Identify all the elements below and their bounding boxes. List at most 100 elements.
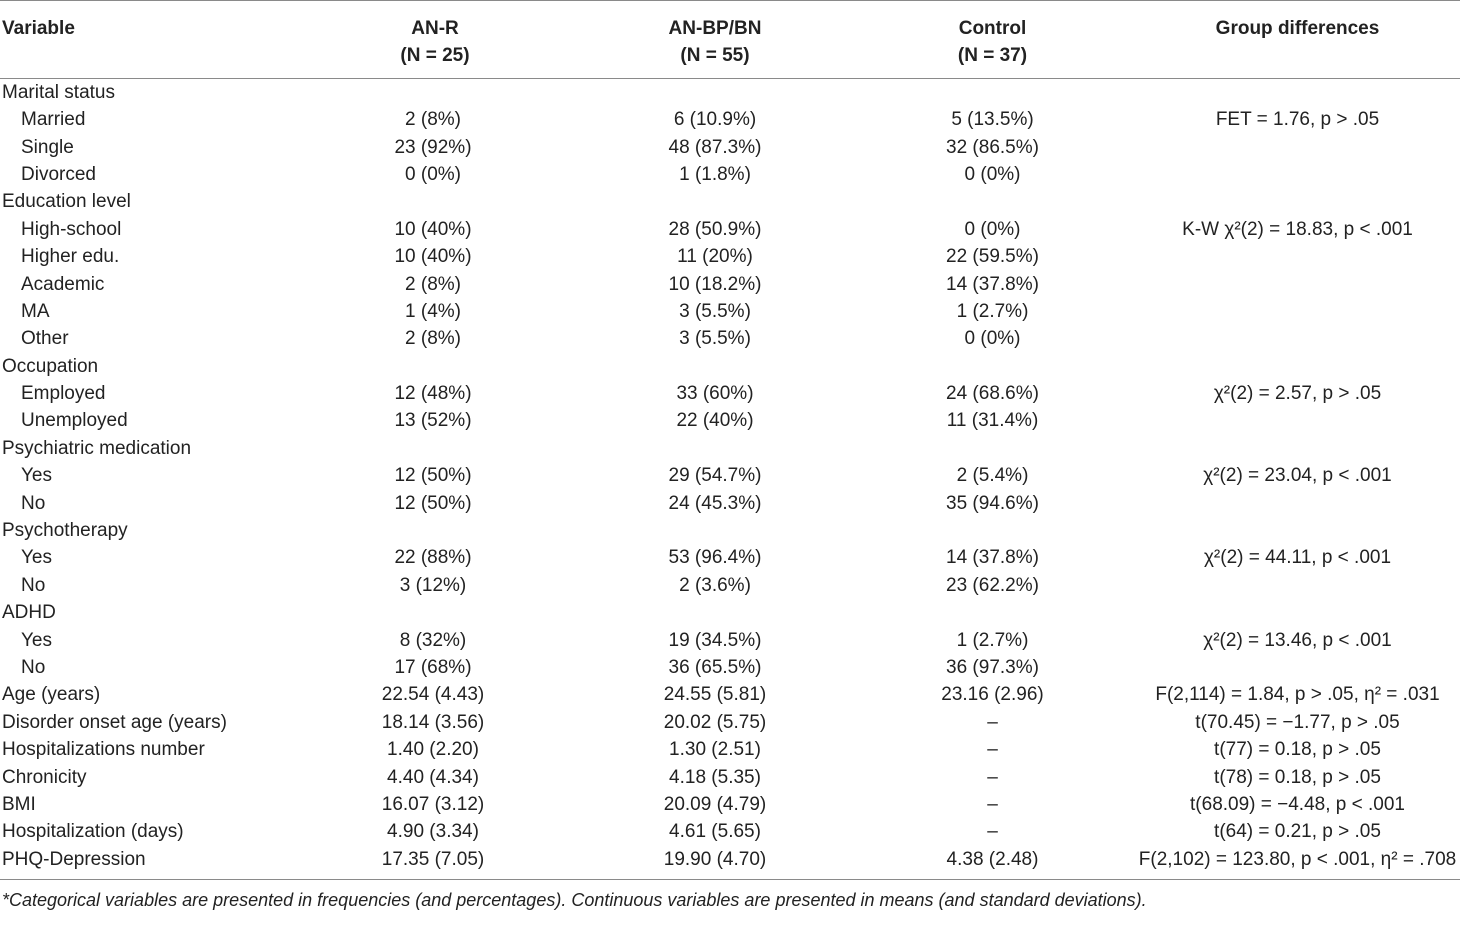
cell-anr [290, 517, 580, 544]
cell-anr [290, 353, 580, 380]
cell-group-difference [1135, 353, 1460, 380]
cell-anr: 2 (8%) [405, 328, 461, 350]
cell-anbp [580, 188, 850, 215]
header-anbp-n: (N = 55) [680, 45, 750, 66]
cell-anr: 17.35 (7.05) [381, 848, 485, 870]
cell-group-difference [1135, 517, 1460, 544]
cell-anbp: 24 (45.3%) [668, 492, 762, 514]
row-label: Divorced [21, 163, 96, 185]
table-header: Variable AN-R (N = 25) AN-BP/BN (N = 55)… [0, 0, 1460, 79]
row-label: Higher edu. [21, 246, 120, 268]
cell-control [850, 188, 1135, 215]
cell-anbp [580, 435, 850, 462]
row-label: Hospitalizations number [2, 739, 205, 761]
cell-control: 14 (37.8%) [946, 273, 1039, 295]
header-anr-name: AN-R [411, 18, 459, 39]
table-row: Single 23 (92%) 48 (87.3%) 32 (86.5%) [0, 133, 1460, 160]
table-row: High-school 10 (40%) 28 (50.9%) 0 (0%) K-W χ… [0, 216, 1460, 243]
cell-group-difference: FET = 1.76, p > .05 [1215, 109, 1380, 131]
cell-control: 32 (86.5%) [946, 136, 1039, 158]
header-anbp-name: AN-BP/BN [668, 18, 762, 39]
header-group-differences: Group differences [1135, 0, 1460, 79]
cell-control: – [987, 711, 998, 733]
cell-anr: 22.54 (4.43) [381, 684, 485, 706]
cell-control: – [987, 821, 998, 843]
table-row: Psychiatric medication [0, 435, 1460, 462]
row-label: No [21, 574, 46, 596]
cell-anbp: 4.18 (5.35) [669, 766, 761, 788]
table-row: Yes 12 (50%) 29 (54.7%) 2 (5.4%) χ²(2) = 23.… [0, 462, 1460, 489]
cell-anbp [580, 79, 850, 107]
row-label: Chronicity [2, 766, 87, 788]
cell-control: 1 (2.7%) [956, 300, 1029, 322]
cell-anbp: 22 (40%) [676, 410, 754, 432]
cell-group-difference: F(2,102) = 123.80, p < .001, η² = .708 [1138, 848, 1457, 870]
cell-anr: 10 (40%) [394, 246, 472, 268]
cell-group-difference: t(78) = 0.18, p > .05 [1214, 766, 1381, 788]
cell-control: 36 (97.3%) [946, 657, 1039, 678]
header-control-name: Control [958, 18, 1027, 39]
table-row: Hospitalizations number 1.40 (2.20) 1.30 (… [0, 736, 1460, 763]
cell-anr: 2 (8%) [405, 109, 461, 131]
header-control: Control (N = 37) [850, 0, 1135, 79]
table-row: Other 2 (8%) 3 (5.5%) 0 (0%) [0, 325, 1460, 352]
cell-control: 23.16 (2.96) [941, 684, 1044, 706]
row-label: Age (years) [2, 684, 101, 706]
table-row: Academic 2 (8%) 10 (18.2%) 14 (37.8%) [0, 270, 1460, 297]
cell-control: 22 (59.5%) [946, 246, 1039, 268]
cell-anr: 1 (4%) [405, 300, 461, 322]
cell-group-difference: χ²(2) = 44.11, p < .001 [1203, 547, 1392, 569]
header-control-n: (N = 37) [957, 45, 1028, 66]
row-label: Disorder onset age (years) [2, 711, 227, 733]
row-label: ADHD [2, 602, 56, 624]
row-label: Psychiatric medication [2, 437, 192, 459]
cell-control: 4.38 (2.48) [946, 848, 1039, 870]
cell-anbp [580, 517, 850, 544]
cell-control: – [987, 766, 998, 788]
row-label: No [21, 492, 46, 514]
table-row: Higher edu. 10 (40%) 11 (20%) 22 (59.5%) [0, 243, 1460, 270]
header-anr: AN-R (N = 25) [290, 0, 580, 79]
row-label: MA [21, 300, 50, 322]
cell-anbp: 19 (34.5%) [668, 629, 762, 651]
cell-anr: 17 (68%) [394, 657, 472, 678]
cell-control [850, 517, 1135, 544]
cell-group-difference [1135, 572, 1460, 599]
cell-anbp: 53 (96.4%) [668, 547, 762, 569]
cell-anbp: 20.02 (5.75) [663, 711, 767, 733]
cell-anr: 18.14 (3.56) [381, 711, 485, 733]
header-variable: Variable [0, 0, 290, 79]
table-row: Unemployed 13 (52%) 22 (40%) 11 (31.4%) [0, 407, 1460, 434]
cell-group-difference: F(2,114) = 1.84, p > .05, η² = .031 [1155, 684, 1440, 706]
cell-group-difference: t(77) = 0.18, p > .05 [1214, 739, 1381, 761]
table-row: Yes 22 (88%) 53 (96.4%) 14 (37.8%) χ²(2) = 4… [0, 544, 1460, 571]
row-label: Unemployed [21, 410, 128, 432]
row-label: Marital status [2, 82, 115, 103]
table-row: Age (years) 22.54 (4.43) 24.55 (5.81) 23.16… [0, 681, 1460, 708]
row-label: No [21, 657, 46, 678]
row-label: Married [21, 109, 86, 131]
table-row: Occupation [0, 353, 1460, 380]
row-label: PHQ-Depression [2, 848, 146, 870]
table-row: PHQ-Depression 17.35 (7.05) 19.90 (4.70) 4.… [0, 846, 1460, 880]
table-row: Disorder onset age (years) 18.14 (3.56) 20… [0, 709, 1460, 736]
cell-group-difference [1135, 407, 1460, 434]
cell-group-difference [1135, 270, 1460, 297]
cell-anbp: 11 (20%) [677, 246, 753, 268]
cell-group-difference [1135, 298, 1460, 325]
table-row: Marital status [0, 79, 1460, 107]
row-label: Hospitalization (days) [2, 821, 184, 843]
cell-group-difference [1135, 243, 1460, 270]
table-row: Education level [0, 188, 1460, 215]
cell-group-difference: χ²(2) = 13.46, p < .001 [1203, 629, 1392, 651]
cell-group-difference [1135, 654, 1460, 681]
cell-control: 2 (5.4%) [956, 465, 1029, 487]
cell-control [850, 79, 1135, 107]
cell-anbp: 6 (10.9%) [673, 109, 757, 131]
cell-anbp: 4.61 (5.65) [669, 821, 761, 843]
cell-control [850, 353, 1135, 380]
cell-group-difference: t(70.45) = −1.77, p > .05 [1195, 711, 1400, 733]
row-label: Education level [2, 191, 131, 213]
cell-anbp: 29 (54.7%) [668, 465, 762, 487]
